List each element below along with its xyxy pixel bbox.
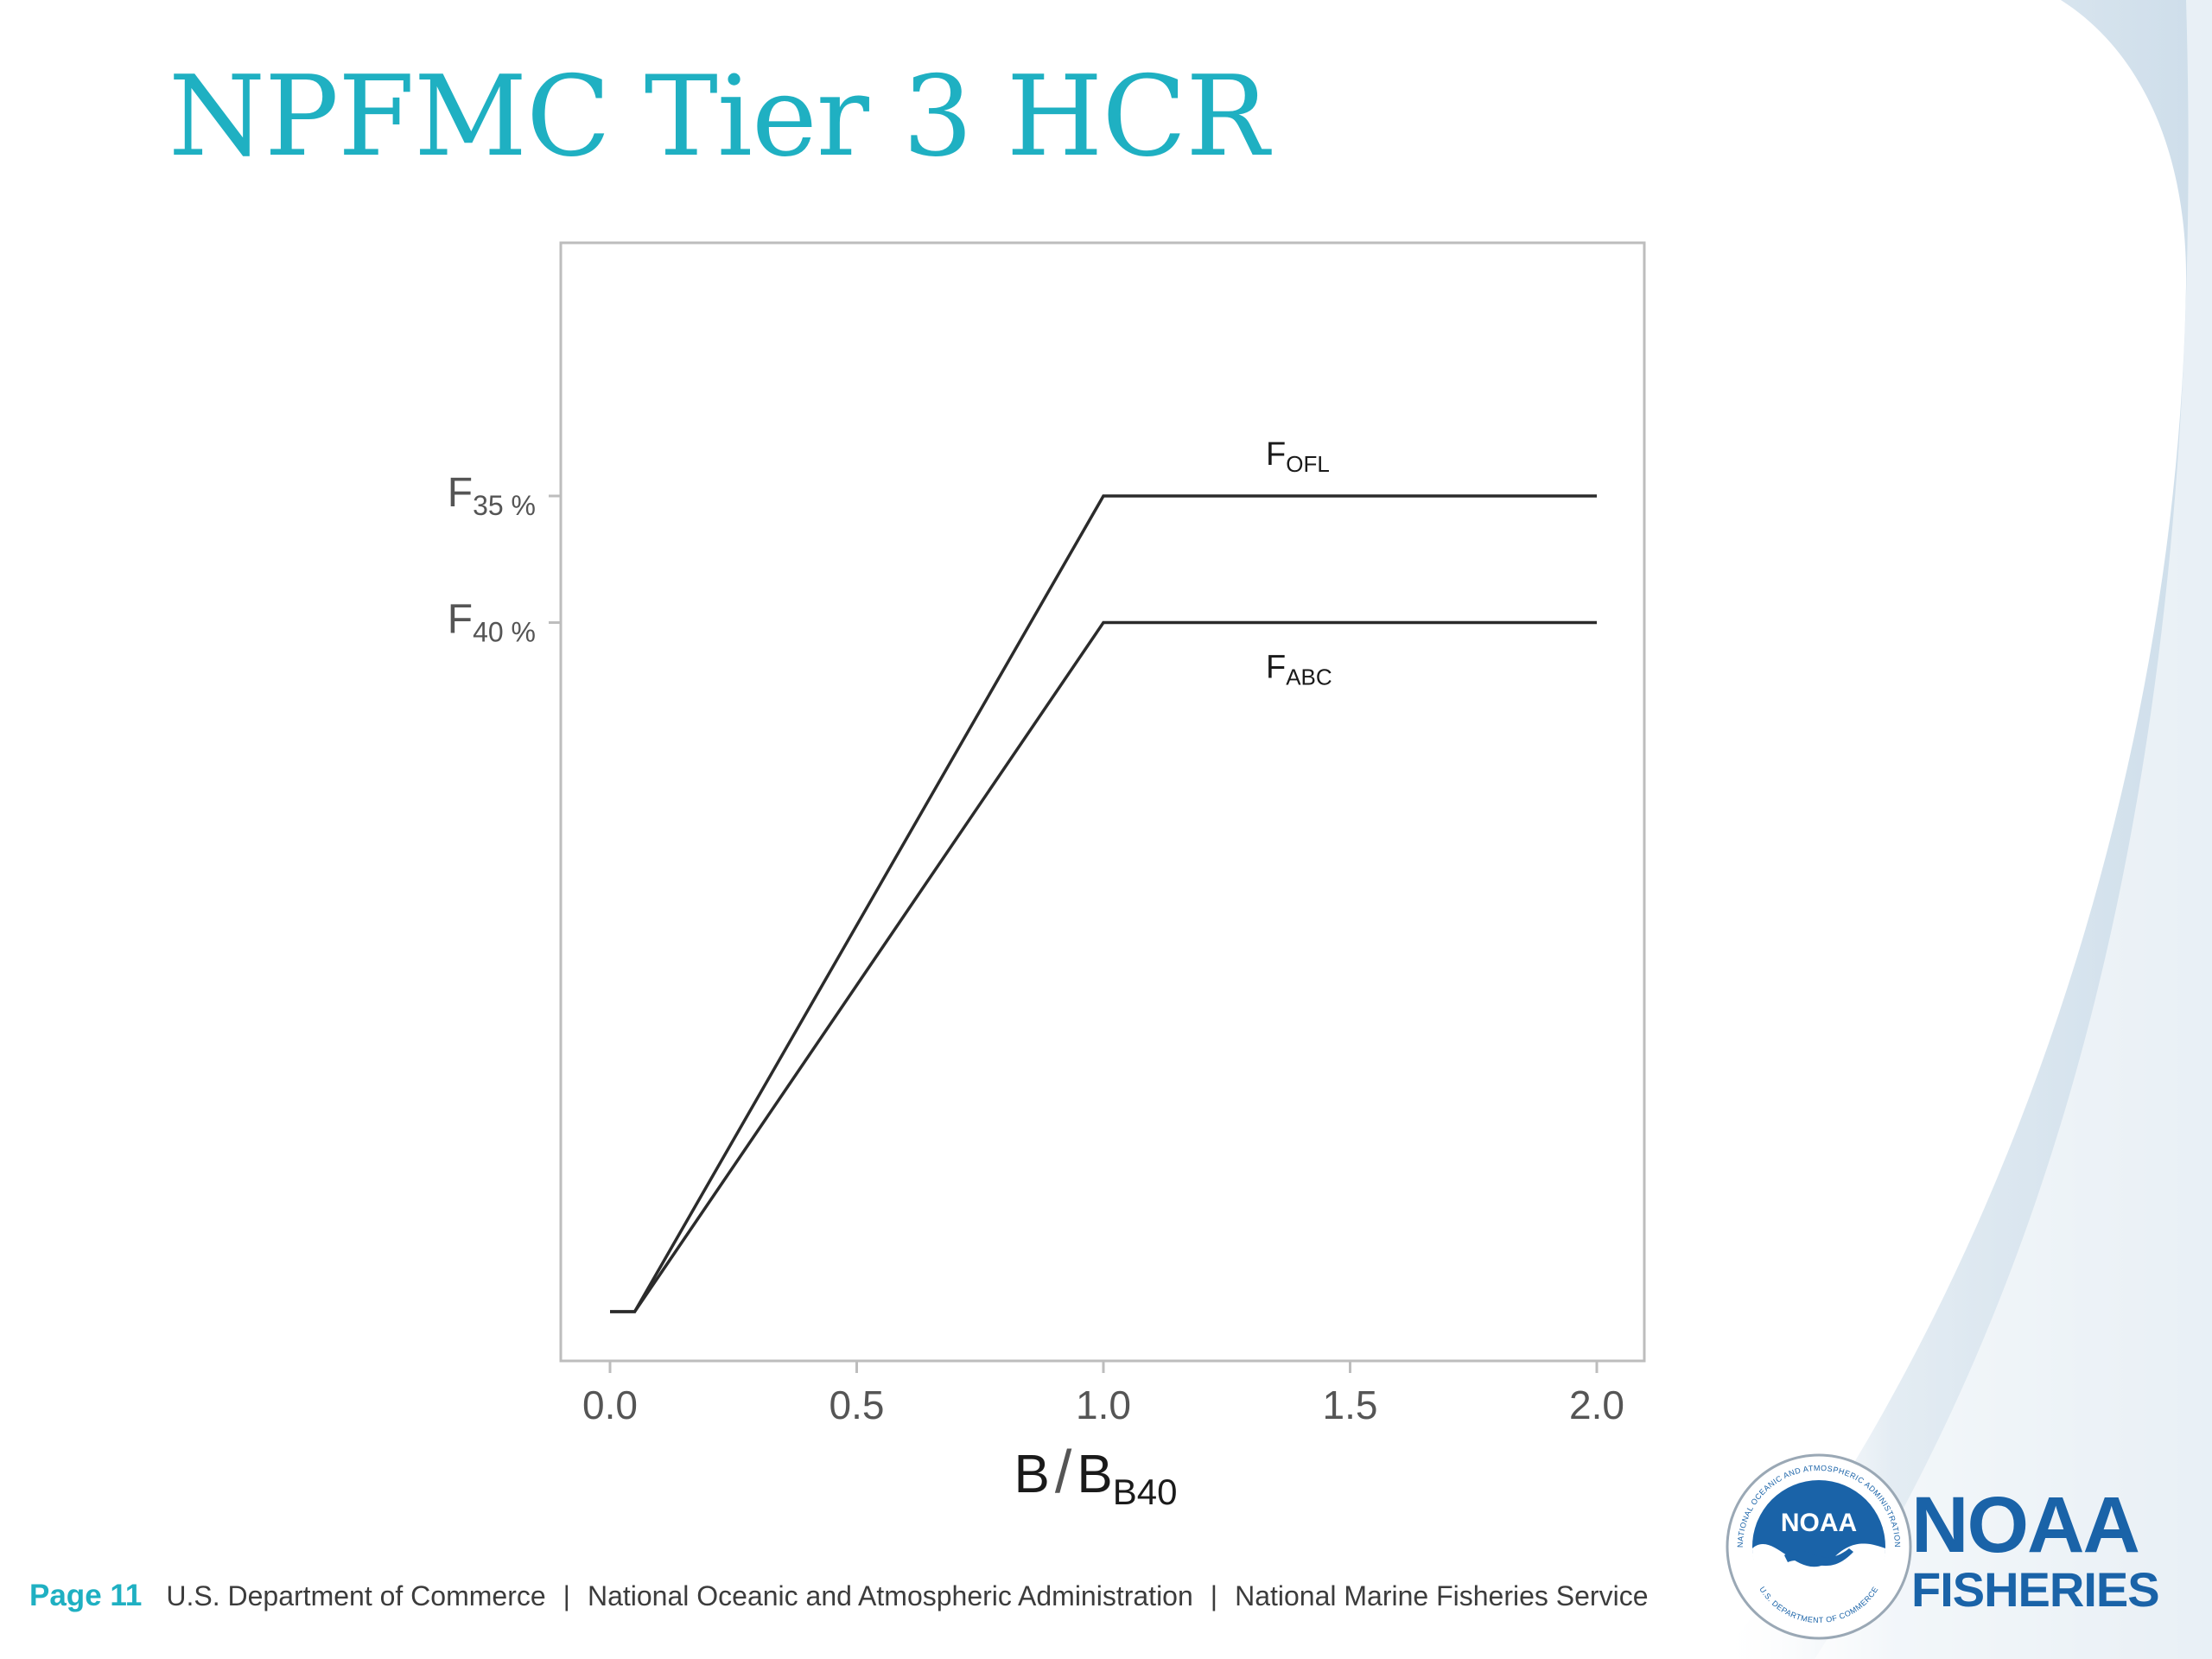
footer: Page 11 U.S. Department of Commerce | Na… xyxy=(29,1573,1648,1619)
series-line-ofl xyxy=(610,494,1597,1313)
svg-text:NOAA: NOAA xyxy=(1781,1509,1857,1537)
y-tick-label: F40 % xyxy=(448,597,536,648)
footer-service: National Marine Fisheries Service xyxy=(1235,1580,1649,1611)
footer-separator: | xyxy=(563,1580,570,1611)
x-axis-ticks xyxy=(608,1361,1599,1373)
y-tick-label: F35 % xyxy=(448,470,536,521)
noaa-logo-icon: NOAA NATIONAL OCEANIC AND ATMOSPHERIC AD… xyxy=(1726,1453,1912,1640)
noaa-fisheries-wordmark: NOAA FISHERIES xyxy=(1911,1481,2160,1618)
footer-separator: | xyxy=(1210,1580,1218,1611)
y-axis-tick-labels: F35 % F40 % xyxy=(448,470,536,648)
x-axis-label: B/BB40 xyxy=(1014,1438,1178,1512)
series-line-abc xyxy=(610,620,1597,1313)
x-axis-tick-labels: 0.0 0.5 1.0 1.5 2.0 xyxy=(582,1382,1624,1427)
page-number: Page 11 xyxy=(29,1579,143,1612)
footer-administration: National Oceanic and Atmospheric Adminis… xyxy=(587,1580,1193,1611)
x-tick-label: 0.0 xyxy=(582,1382,638,1427)
x-tick-label: 2.0 xyxy=(1569,1382,1624,1427)
slide-title: NPFMC Tier 3 HCR xyxy=(168,53,1269,181)
plot-frame xyxy=(559,241,1646,1363)
x-tick-label: 1.0 xyxy=(1076,1382,1131,1427)
series-lines xyxy=(610,494,1597,1313)
series-label-abc: FABC xyxy=(1266,650,1332,690)
series-label-ofl: FOFL xyxy=(1266,436,1330,477)
y-axis-ticks xyxy=(549,494,561,625)
x-tick-label: 1.5 xyxy=(1323,1382,1378,1427)
x-tick-label: 0.5 xyxy=(830,1382,885,1427)
footer-department: U.S. Department of Commerce xyxy=(166,1580,546,1611)
brand-noaa: NOAA xyxy=(1911,1481,2140,1569)
series-labels: FOFL FABC xyxy=(1266,436,1332,690)
brand-fisheries: FISHERIES xyxy=(1911,1562,2160,1618)
